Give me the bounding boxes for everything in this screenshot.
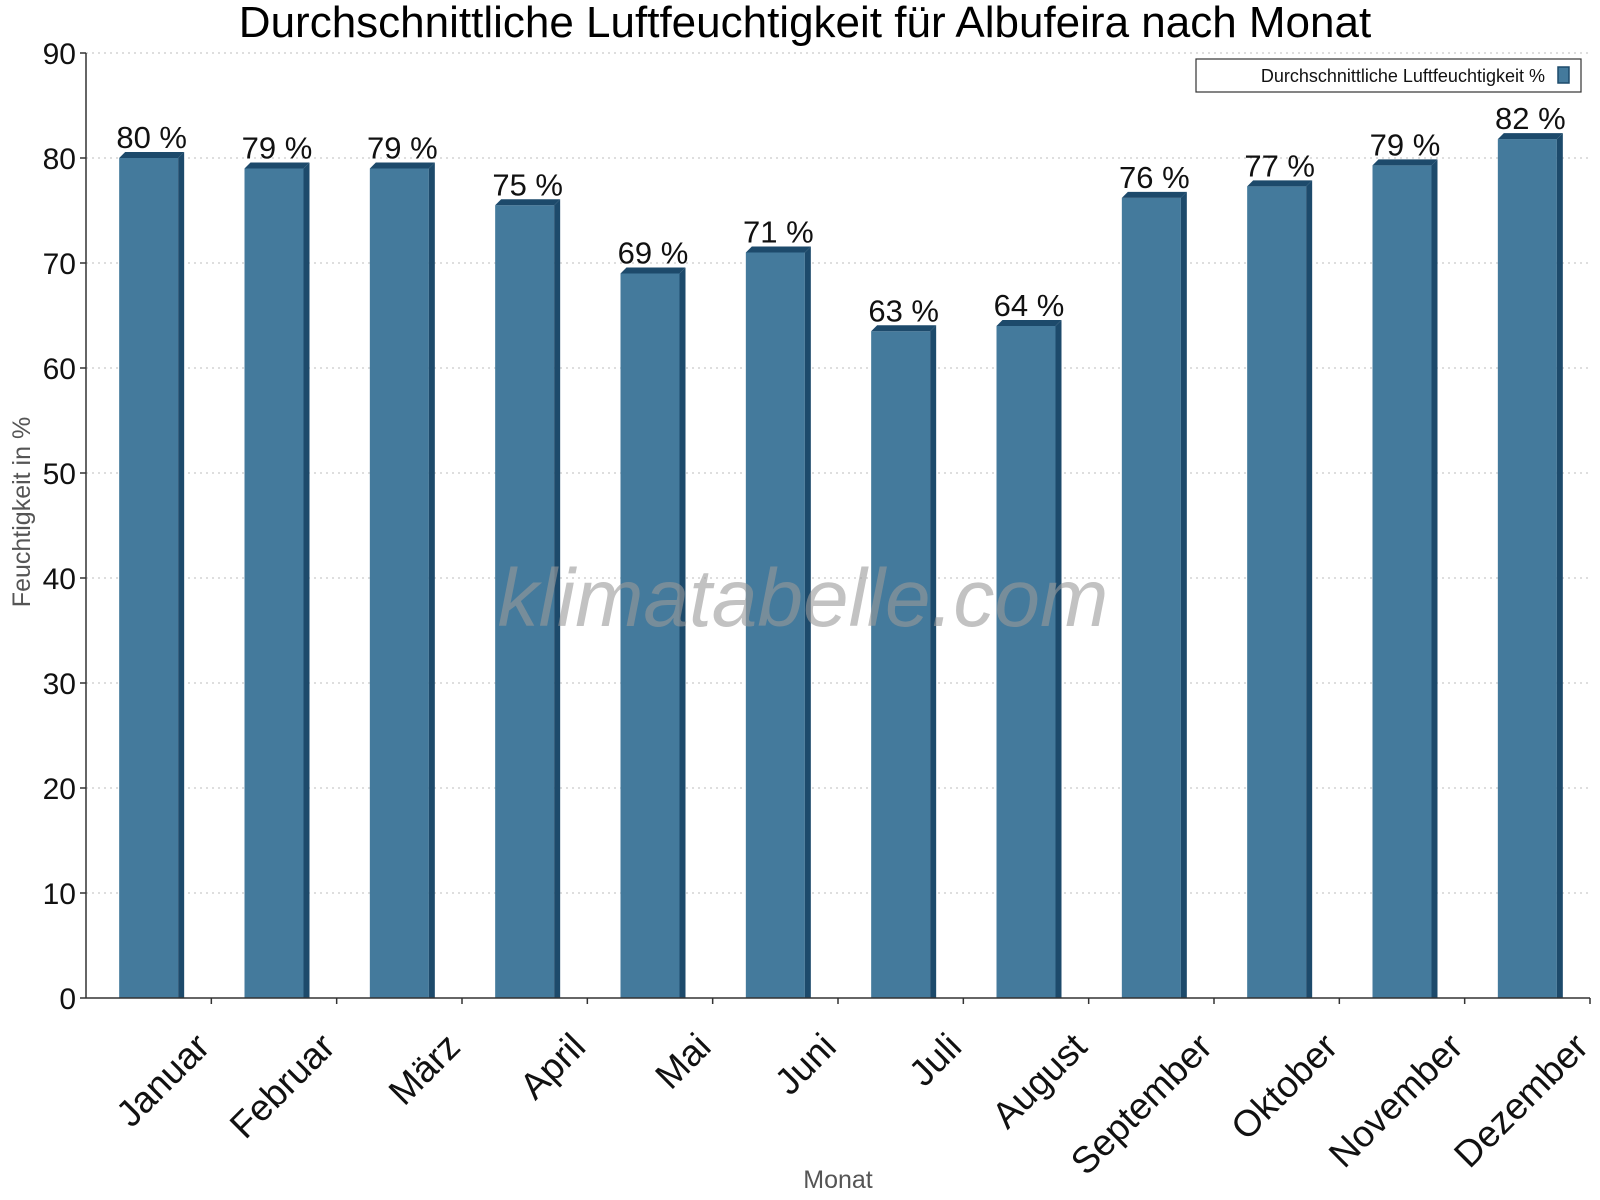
bar-januar: 80 %: [116, 120, 187, 998]
bar-side: [428, 162, 435, 998]
legend: Durchschnittliche Luftfeuchtigkeit %: [1195, 58, 1582, 93]
data-label: 79 %: [242, 131, 313, 166]
bar-top: [1372, 159, 1438, 166]
grid-lines: [86, 52, 1590, 894]
x-tick-label: Juli: [901, 1026, 969, 1094]
x-tick-label: Dezember: [1446, 1026, 1596, 1176]
x-tick-label: Oktober: [1223, 1026, 1345, 1148]
axes: [85, 53, 1590, 999]
bar-top: [369, 162, 435, 169]
x-axis-ticks: Januar Februar März April Mai Juni Juli AugustS…: [108, 998, 1596, 1183]
data-label: 69 %: [618, 236, 689, 271]
bar-april: 75 %: [492, 167, 563, 998]
bar-side: [554, 199, 561, 998]
bars: 80 % 79 % 79 % 75 % 69 % 71 % 63 % 64 % 76 % 77 %…: [116, 101, 1566, 999]
bar-top: [244, 162, 310, 169]
bar-top: [996, 320, 1062, 326]
x-tick-label: April: [512, 1026, 593, 1107]
data-label: 63 %: [868, 293, 939, 328]
y-tick-label: 30: [43, 668, 76, 701]
y-axis-ticks: 0 10 20 30 40 50 60 70 80 90: [43, 38, 86, 1016]
bar-front: [119, 158, 179, 998]
bar-top: [495, 199, 561, 206]
data-label: 79 %: [367, 131, 438, 166]
legend-box: [1195, 58, 1582, 93]
bar-front: [871, 331, 931, 998]
y-tick-label: 50: [43, 458, 76, 491]
y-tick-label: 70: [43, 248, 76, 281]
y-tick-label: 40: [43, 563, 76, 596]
bar-front: [369, 168, 429, 998]
bar-front: [1121, 197, 1181, 998]
bar-august: 64 %: [994, 288, 1065, 998]
bar-side: [930, 325, 937, 998]
x-tick-label: Januar: [108, 1026, 217, 1135]
bar-side: [1431, 159, 1438, 999]
bar-side: [178, 152, 185, 998]
bar-top: [871, 325, 937, 332]
bar-front: [996, 326, 1056, 998]
bar-juli: 63 %: [868, 293, 939, 998]
bar-side: [1306, 180, 1313, 999]
y-tick-label: 90: [43, 38, 76, 71]
watermark: klimatabelle.com: [498, 553, 1109, 644]
y-axis-label: Feuchtigkeit in %: [8, 417, 36, 607]
data-label: 77 %: [1244, 148, 1315, 183]
bar-side: [804, 246, 811, 998]
bar-top: [1247, 180, 1313, 187]
y-tick-label: 20: [43, 773, 76, 806]
bar-top: [620, 267, 686, 274]
legend-swatch: [1557, 66, 1570, 84]
bar-oktober: 77 %: [1244, 148, 1315, 999]
data-label: 80 %: [116, 120, 187, 155]
bar-side: [679, 267, 686, 998]
bar-top: [745, 246, 811, 253]
data-label: 71 %: [743, 215, 814, 250]
x-tick-label: November: [1321, 1026, 1471, 1176]
y-tick-label: 10: [43, 878, 76, 911]
data-label: 82 %: [1495, 101, 1566, 136]
bar-front: [1247, 186, 1307, 999]
bar-dezember: 82 %: [1495, 101, 1566, 999]
bar-juni: 71 %: [743, 215, 814, 998]
legend-label: Durchschnittliche Luftfeuchtigkeit %: [1261, 66, 1545, 86]
x-tick-label: August: [984, 1025, 1095, 1136]
bar-mai: 69 %: [618, 236, 689, 998]
bar-top: [119, 152, 185, 158]
bar-front: [745, 252, 805, 998]
bar-februar: 79 %: [242, 131, 313, 998]
data-label: 79 %: [1370, 127, 1441, 162]
bar-side: [1055, 320, 1062, 998]
bar-front: [495, 205, 555, 998]
y-tick-label: 60: [43, 353, 76, 386]
chart-title: Durchschnittliche Luftfeuchtigkeit für A…: [239, 0, 1371, 47]
x-tick-label: März: [381, 1026, 468, 1113]
bar-side: [303, 162, 310, 998]
x-axis-label: Monat: [803, 1166, 873, 1194]
bar-front: [620, 273, 680, 998]
y-tick-label: 80: [43, 143, 76, 176]
bar-side: [1180, 191, 1187, 998]
bar-top: [1497, 133, 1563, 140]
bar-side: [1556, 133, 1563, 999]
x-tick-label: Mai: [647, 1026, 718, 1097]
bar-front: [1497, 139, 1557, 999]
y-tick-label: 0: [59, 983, 76, 1016]
bar-november: 79 %: [1370, 127, 1441, 999]
data-label: 75 %: [492, 167, 563, 202]
x-tick-label: Juni: [767, 1026, 844, 1103]
bar-top: [1121, 191, 1187, 198]
data-label: 64 %: [994, 288, 1065, 323]
data-label: 76 %: [1119, 160, 1190, 195]
x-tick-label: Februar: [222, 1026, 343, 1147]
bar-september: 76 %: [1119, 160, 1190, 998]
bar-märz: 79 %: [367, 131, 438, 998]
bar-front: [1372, 165, 1432, 999]
bar-front: [244, 168, 304, 998]
